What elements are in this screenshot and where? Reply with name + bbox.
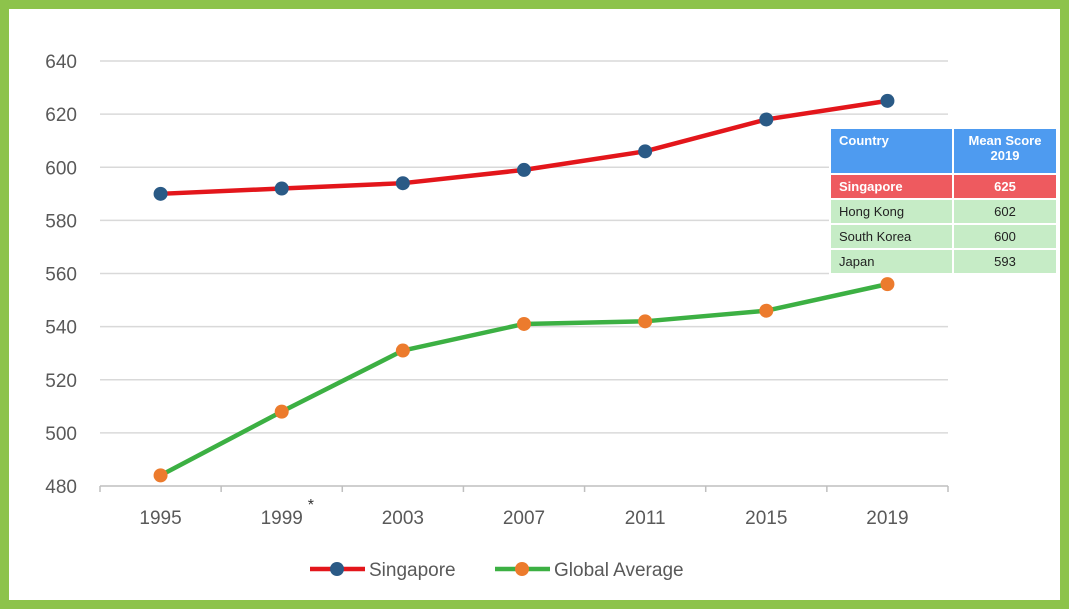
- table-row: South Korea 600: [829, 223, 1058, 250]
- line-chart: 480 500 520 540 560 580 600 620 640 1995 1999 * 2003…: [45, 52, 949, 581]
- data-point: [395, 343, 410, 358]
- x-tick-label: 2011: [625, 508, 666, 529]
- x-tick-label: 1999: [261, 508, 303, 529]
- y-tick-label: 560: [45, 265, 77, 286]
- country-cell: Japan: [829, 248, 954, 275]
- y-tick-label: 480: [45, 477, 77, 498]
- header-country: Country: [829, 127, 954, 175]
- y-tick-label: 540: [45, 318, 77, 339]
- data-point: [880, 93, 895, 108]
- table-row: Singapore 625: [829, 173, 1058, 200]
- x-tick-label: 2019: [866, 508, 908, 529]
- x-tick-label: 2007: [503, 508, 545, 529]
- score-cell: 593: [952, 248, 1058, 275]
- data-point: [153, 468, 168, 483]
- y-tick-label: 580: [45, 211, 77, 232]
- data-point: [274, 404, 289, 419]
- table-row: Hong Kong 602: [829, 198, 1058, 225]
- score-cell: 600: [952, 223, 1058, 250]
- legend-marker: [330, 562, 344, 576]
- data-point: [517, 316, 531, 331]
- table-row: Japan 593: [829, 248, 1058, 275]
- mean-score-table: Country Mean Score 2019 Singapore 625 Ho…: [829, 127, 1058, 275]
- legend-label: Global Average: [554, 560, 684, 581]
- data-point: [274, 181, 289, 196]
- chart-frame: 480 500 520 540 560 580 600 620 640 1995 1999 * 2003…: [9, 9, 1060, 600]
- legend-marker: [515, 562, 529, 576]
- y-tick-label: 520: [45, 371, 77, 392]
- x-annotation: *: [308, 497, 314, 514]
- data-point: [517, 162, 531, 177]
- data-point: [759, 303, 774, 318]
- x-tick-label: 1995: [139, 508, 181, 529]
- data-point: [638, 314, 653, 329]
- y-tick-label: 600: [45, 158, 77, 179]
- legend-label: Singapore: [369, 560, 456, 581]
- y-tick-label: 500: [45, 424, 77, 445]
- x-tick-label: 2015: [745, 508, 787, 529]
- table-header: Country Mean Score 2019: [829, 127, 1058, 175]
- header-score: Mean Score 2019: [952, 127, 1058, 175]
- data-point: [880, 277, 895, 292]
- score-cell: 625: [952, 173, 1058, 200]
- data-point: [153, 186, 168, 201]
- y-tick-label: 620: [45, 105, 77, 126]
- country-cell: South Korea: [829, 223, 954, 250]
- data-point: [638, 144, 653, 159]
- x-tick-label: 2003: [382, 508, 424, 529]
- data-point: [395, 176, 410, 191]
- data-point: [759, 112, 774, 127]
- country-cell: Hong Kong: [829, 198, 954, 225]
- y-tick-label: 640: [45, 52, 77, 73]
- score-cell: 602: [952, 198, 1058, 225]
- country-cell: Singapore: [829, 173, 954, 200]
